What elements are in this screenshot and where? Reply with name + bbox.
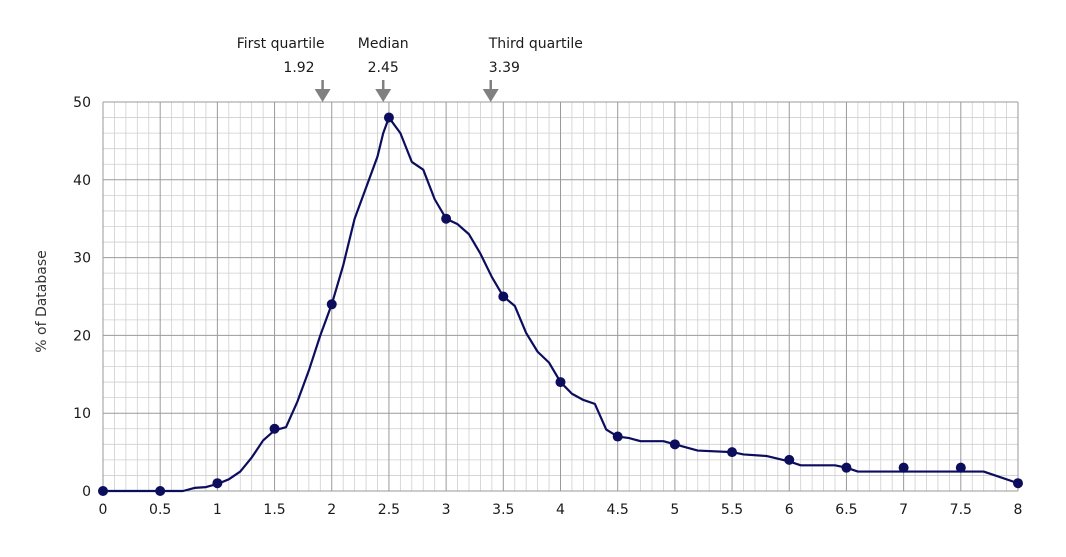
data-point	[98, 486, 108, 496]
y-tick-label: 50	[73, 95, 91, 111]
y-tick-label: 10	[73, 406, 91, 422]
data-point	[727, 447, 738, 458]
x-tick-label: 1.5	[263, 502, 285, 518]
arrow-down-icon	[375, 89, 392, 102]
x-tick-label: 0	[99, 502, 108, 518]
y-tick-label: 40	[73, 173, 91, 189]
data-point	[898, 462, 909, 473]
quartile-label: First quartile	[237, 36, 325, 52]
y-tick-label: 30	[73, 251, 91, 267]
data-point	[441, 213, 452, 224]
major-grid	[102, 101, 1019, 492]
data-point	[669, 439, 680, 450]
x-tick-label: 5.5	[721, 502, 743, 518]
data-point	[383, 112, 394, 123]
series-markers	[98, 112, 1023, 496]
x-tick-label: 4	[556, 502, 565, 518]
quartile-value: 2.45	[368, 60, 399, 76]
data-point	[784, 454, 795, 465]
x-tick-label: 3	[442, 502, 451, 518]
x-axis-ticks: 0 0.5 1 1.5 2 2.5 3 3.5 4 4.5 5 5.5 6 6.5 7 7.5 8	[99, 502, 1023, 518]
quartile-annotation: Third quartile 3.39	[482, 36, 583, 102]
quartile-label: Third quartile	[488, 36, 583, 52]
data-point	[498, 291, 509, 302]
x-tick-label: 6	[785, 502, 794, 518]
data-point	[326, 299, 337, 310]
x-tick-label: 1	[213, 502, 222, 518]
data-point	[155, 486, 166, 496]
quartile-annotations: First quartile 1.92 Median 2.45 Third quarti…	[237, 36, 583, 102]
x-tick-label: 7	[899, 502, 908, 518]
data-point	[955, 462, 966, 473]
y-axis-ticks: 0 10 20 30 40 50	[73, 95, 91, 500]
data-point	[841, 462, 852, 473]
x-tick-label: 2	[327, 502, 336, 518]
x-tick-label: 2.5	[378, 502, 400, 518]
quartile-annotation: Median 2.45	[358, 36, 409, 102]
y-tick-label: 0	[82, 484, 91, 500]
arrow-down-icon	[314, 89, 331, 102]
quartile-annotation: First quartile 1.92	[237, 36, 331, 102]
x-tick-label: 8	[1014, 502, 1023, 518]
data-point	[212, 478, 223, 489]
quartile-value: 3.39	[489, 60, 520, 76]
data-point	[1013, 478, 1023, 489]
x-tick-label: 0.5	[149, 502, 171, 518]
data-point	[269, 423, 280, 434]
x-tick-label: 5	[670, 502, 679, 518]
y-tick-label: 20	[73, 328, 91, 344]
x-tick-label: 4.5	[607, 502, 629, 518]
x-tick-label: 7.5	[950, 502, 972, 518]
y-axis-title: % of Database	[34, 250, 50, 353]
quartile-label: Median	[358, 36, 409, 52]
data-point	[555, 377, 566, 388]
x-tick-label: 6.5	[835, 502, 857, 518]
x-tick-label: 3.5	[492, 502, 514, 518]
data-point	[612, 431, 623, 442]
arrow-down-icon	[482, 89, 499, 102]
quartile-value: 1.92	[283, 60, 314, 76]
